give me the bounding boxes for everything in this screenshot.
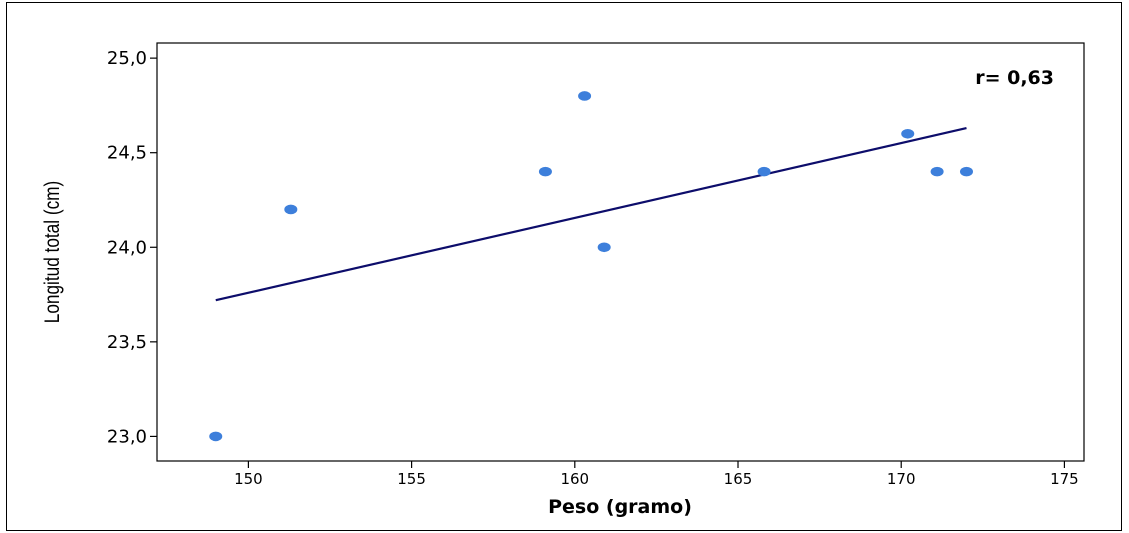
data-point bbox=[901, 128, 915, 139]
x-tick-label: 175 bbox=[1050, 470, 1079, 488]
data-point bbox=[959, 166, 973, 177]
data-point bbox=[757, 166, 771, 177]
x-tick-label: 170 bbox=[887, 470, 916, 488]
x-tick-label: 155 bbox=[397, 470, 426, 488]
data-point bbox=[538, 166, 552, 177]
data-point bbox=[578, 91, 592, 101]
correlation-annotation: r= 0,63 bbox=[975, 67, 1054, 89]
chart-frame bbox=[6, 2, 1122, 531]
y-tick-label: 23,0 bbox=[107, 426, 147, 447]
y-tick-label: 24,5 bbox=[107, 143, 147, 164]
y-tick-label: 23,5 bbox=[107, 332, 147, 353]
x-axis-title: Peso (gramo) bbox=[548, 496, 692, 518]
regression-line-group bbox=[215, 127, 967, 302]
x-tick-label: 160 bbox=[560, 470, 589, 488]
x-tick-label: 165 bbox=[724, 470, 753, 488]
data-point bbox=[597, 242, 611, 253]
data-point bbox=[930, 166, 944, 177]
data-points bbox=[209, 91, 973, 442]
y-axis-title: Longitud total (cm) bbox=[42, 181, 65, 323]
x-tick-label: 150 bbox=[234, 470, 263, 488]
y-tick-label: 25,0 bbox=[107, 48, 147, 69]
plot-area bbox=[156, 42, 1085, 462]
y-tick-label: 24,0 bbox=[107, 237, 147, 258]
axis-ticks: 150 155 160 165 170 175 23,0 23,5 24,0 24,5 25,0 bbox=[107, 48, 1079, 488]
data-point bbox=[209, 431, 223, 442]
regression-line bbox=[215, 127, 967, 302]
data-point bbox=[284, 204, 298, 215]
